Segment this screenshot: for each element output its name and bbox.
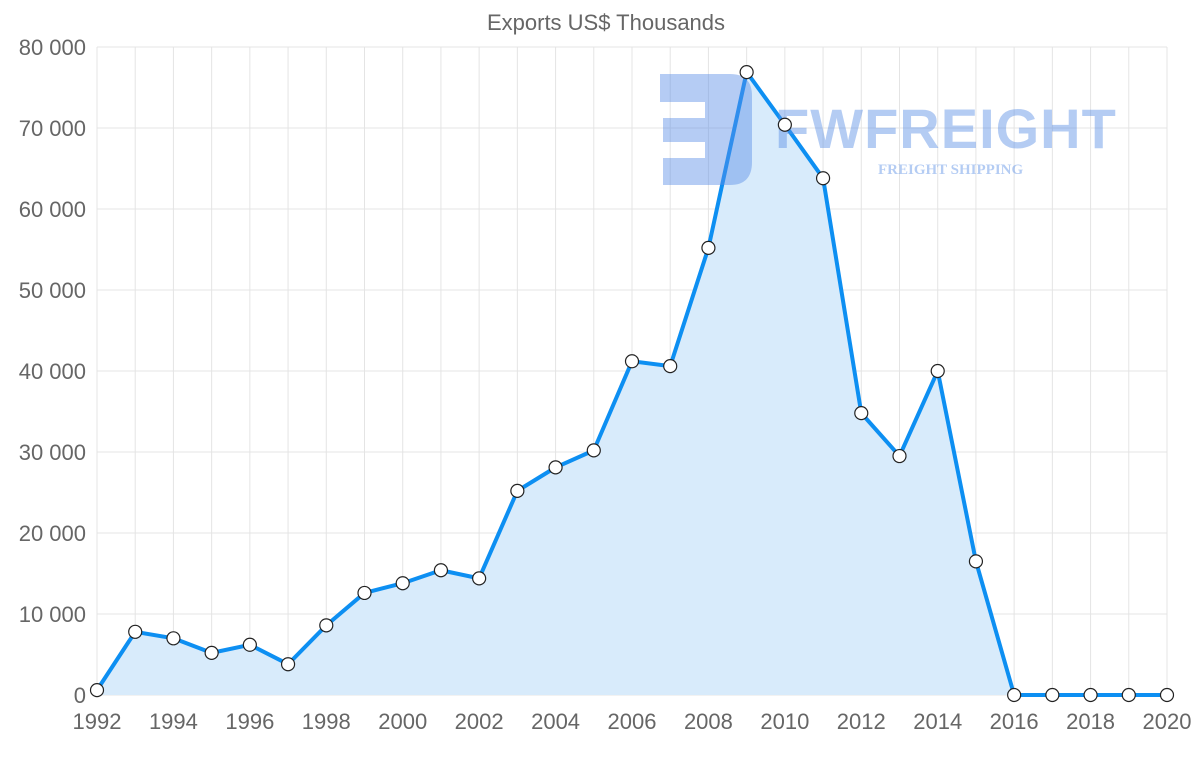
x-tick-label: 2010 [760,709,809,734]
watermark-brand: FWFREIGHT [775,97,1117,160]
data-point [739,65,754,80]
data-point [815,171,831,186]
data-point [1159,687,1175,703]
x-tick-label: 2014 [913,709,962,734]
data-point [357,585,372,601]
logo-mark-icon [660,74,752,185]
series-area-fill [97,72,1167,696]
y-tick-label: 0 [74,683,86,708]
x-tick-label: 2020 [1143,709,1192,734]
data-point [624,354,640,369]
data-point [395,576,410,591]
data-point [433,563,449,578]
y-axis: 0 10 000 20 000 30 000 40 000 50 000 60 000 70 … [19,35,86,708]
data-point [777,117,792,132]
y-tick-label: 60 000 [19,197,86,222]
data-point [854,406,869,421]
x-tick-label: 2012 [837,709,886,734]
data-point [319,618,334,633]
y-tick-label: 10 000 [19,602,86,627]
x-tick-label: 1998 [302,709,351,734]
data-points [89,65,1175,703]
data-point [510,483,525,498]
chart-title: Exports US$ Thousands [487,10,725,35]
data-point [1007,687,1022,703]
data-point [586,443,601,458]
data-point [548,460,563,475]
data-point [1083,687,1098,703]
x-tick-label: 2000 [378,709,427,734]
x-tick-label: 1994 [149,709,198,734]
x-tick-label: 2008 [684,709,733,734]
x-tick-label: 2006 [608,709,657,734]
y-tick-label: 70 000 [19,116,86,141]
data-point [472,571,487,586]
y-tick-label: 40 000 [19,359,86,384]
data-point [280,657,296,672]
watermark-tagline: FREIGHT SHIPPING [878,162,1023,178]
x-tick-label: 2016 [990,709,1039,734]
data-point [892,448,907,464]
x-tick-label: 1996 [225,709,274,734]
y-tick-label: 30 000 [19,440,86,465]
data-point [701,240,716,255]
x-tick-label: 1992 [73,709,122,734]
data-point [1121,687,1136,703]
y-tick-label: 20 000 [19,521,86,546]
data-point [242,637,257,652]
data-point [968,554,984,569]
data-point [166,631,181,646]
x-tick-label: 2002 [455,709,504,734]
x-tick-label: 2004 [531,709,580,734]
fwfreight-watermark-logo: FWFREIGHT FREIGHT SHIPPING [660,74,1117,185]
y-tick-label: 50 000 [19,278,86,303]
data-point [663,359,678,374]
data-point [204,645,219,660]
data-point [930,363,945,379]
x-axis: 1992 1994 1996 1998 2000 2002 2004 2006 2008 2010… [73,709,1192,734]
data-point [128,624,143,639]
x-tick-label: 2018 [1066,709,1115,734]
data-point [89,683,105,698]
data-point [1045,687,1060,703]
y-tick-label: 80 000 [19,35,86,60]
